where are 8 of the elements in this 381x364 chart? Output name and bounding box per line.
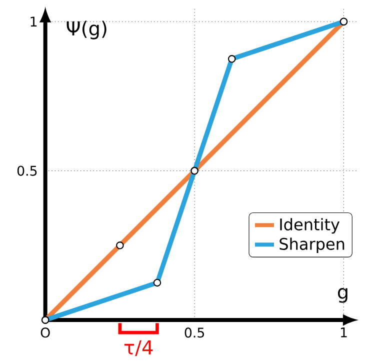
x-tick-label: 0.5 — [184, 328, 204, 338]
x-tick-label: O — [40, 328, 50, 338]
x-tick-label: 1 — [340, 328, 347, 338]
legend-label: Identity — [280, 218, 340, 234]
y-axis-title: Ψ(g) — [66, 20, 106, 40]
x-axis-title: g — [338, 288, 348, 303]
text: τ/4 — [124, 340, 153, 356]
legend-label: Sharpen — [280, 238, 344, 254]
